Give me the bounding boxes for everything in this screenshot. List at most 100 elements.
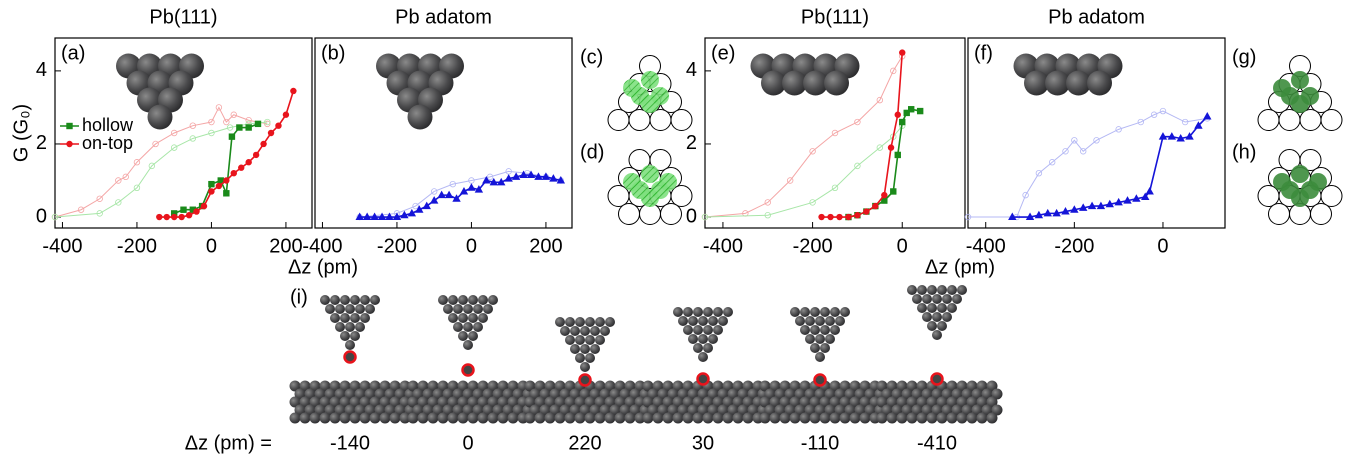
slab-atom (360, 413, 371, 424)
tip-atom (345, 304, 355, 314)
slab-atom (713, 413, 724, 424)
x-tick-label: 200 (529, 235, 562, 257)
tip-atom (840, 307, 850, 317)
x-tick-label: -400 (302, 235, 342, 257)
tip-atom (340, 295, 350, 305)
slab-atom (643, 413, 654, 424)
tip-atom (810, 307, 820, 317)
slab-atom (310, 413, 321, 424)
tip-atom (703, 325, 713, 335)
marker (164, 214, 170, 220)
surface-atom (1300, 110, 1321, 131)
tip-atom (473, 322, 483, 332)
marker (430, 196, 438, 204)
tip-atom (708, 316, 718, 326)
tip-atom (570, 326, 580, 336)
marker (255, 121, 261, 127)
tip-atom (448, 313, 458, 323)
marker (186, 212, 192, 218)
slab-atom (733, 413, 744, 424)
marker (193, 208, 199, 214)
tip-atom (693, 307, 703, 317)
slab-atom (723, 413, 734, 424)
tip-atom (937, 303, 947, 313)
surface-atom (671, 186, 692, 207)
tip-atom (575, 335, 585, 345)
slab-atom (428, 413, 439, 424)
slab-atom (800, 413, 811, 424)
tip-atom (927, 285, 937, 295)
tip-atom (478, 313, 488, 323)
tip-atom (590, 326, 600, 336)
tip-atom (703, 343, 713, 353)
tip-atom (468, 331, 478, 341)
slab-atom (340, 413, 351, 424)
tip-atom (718, 316, 728, 326)
tip-atom (815, 334, 825, 344)
marker (845, 214, 851, 220)
tip-atom (698, 334, 708, 344)
tip-atom (560, 326, 570, 336)
surface-atom (619, 204, 640, 225)
series-line (174, 124, 258, 214)
tip-atom (708, 334, 718, 344)
tip-atom (463, 304, 473, 314)
slab-atom (760, 413, 771, 424)
surface-atom (1258, 186, 1279, 207)
adsorbate (623, 79, 641, 97)
slab-atom (478, 413, 489, 424)
slab-atom (967, 413, 978, 424)
tip-atom (932, 330, 942, 340)
x-tick-label: -200 (1054, 235, 1094, 257)
slab-atom (438, 413, 449, 424)
x-tick-label: -200 (377, 235, 417, 257)
tip-atom (805, 316, 815, 326)
tip-atom (942, 294, 952, 304)
tip-atom (820, 325, 830, 335)
x-tick-label: -200 (117, 235, 157, 257)
surface-atom (1258, 110, 1279, 131)
slab-atom (907, 413, 918, 424)
marker (888, 144, 894, 150)
marker (223, 190, 229, 196)
tip-atom (335, 304, 345, 314)
tracked-atom (932, 374, 943, 385)
x-axis-label: Δz (pm) (288, 256, 358, 278)
panel-label: (b) (321, 42, 345, 64)
tip-atom (952, 294, 962, 304)
tip-atom (350, 331, 360, 341)
slab-atom (545, 413, 556, 424)
marker (231, 170, 237, 176)
tip-atom (810, 325, 820, 335)
surface-atom (661, 204, 682, 225)
tip-atom (580, 362, 590, 372)
tip-atom (800, 307, 810, 317)
slab-atom (693, 413, 704, 424)
marker (268, 130, 274, 136)
legend-label: on-top (82, 133, 133, 153)
tip-atom (360, 313, 370, 323)
marker (827, 214, 833, 220)
dz-value: 30 (692, 432, 714, 454)
tip-atom (473, 304, 483, 314)
tip-atom (820, 307, 830, 317)
slab-atom (840, 413, 851, 424)
marker (467, 183, 475, 191)
tip-atom (693, 325, 703, 335)
tip-atom (575, 353, 585, 363)
slab-atom (957, 413, 968, 424)
adsorbate (1291, 95, 1309, 113)
marker (872, 203, 878, 209)
y-tick-label: 0 (686, 205, 697, 227)
adsorbate (623, 173, 641, 191)
marker (180, 207, 186, 213)
tip-atom (830, 307, 840, 317)
y-tick-label: 0 (36, 205, 47, 227)
slab-atom (770, 413, 781, 424)
slab-atom (937, 413, 948, 424)
y-tick-label: 4 (36, 59, 47, 81)
dz-label: Δz (pm) = (185, 432, 272, 454)
tip-atom (453, 322, 463, 332)
x-tick-label: 0 (897, 235, 908, 257)
tip-atom (458, 331, 468, 341)
